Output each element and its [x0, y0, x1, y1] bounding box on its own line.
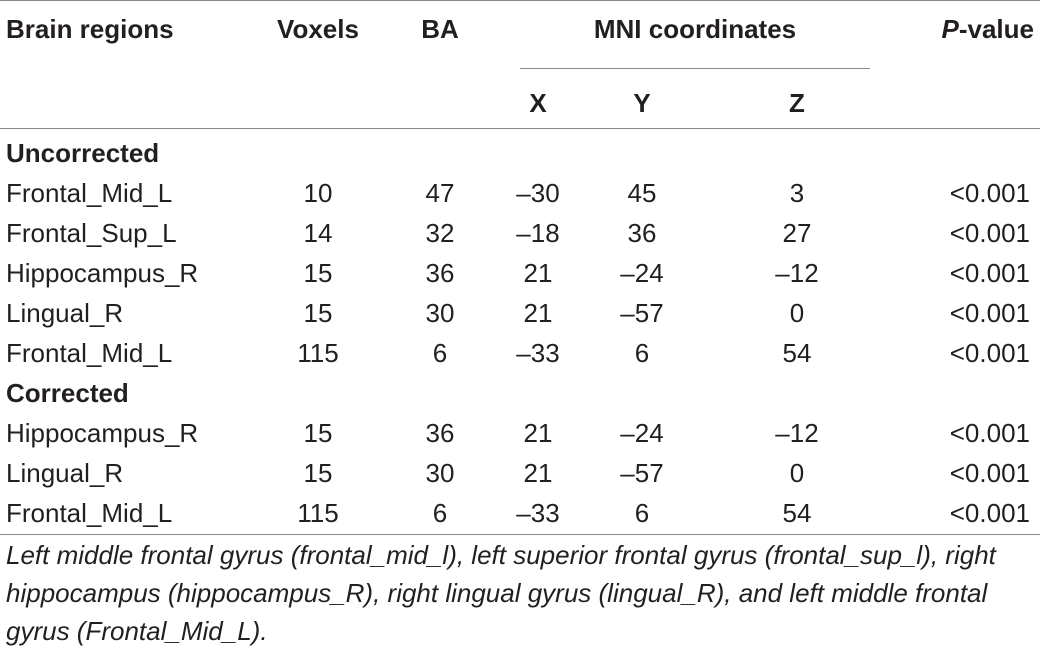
header-voxels: Voxels: [277, 14, 359, 44]
cell-ba: 30: [425, 298, 455, 328]
table-footnote: Left middle frontal gyrus (frontal_mid_l…: [6, 540, 996, 646]
cell-x: –33: [516, 498, 560, 528]
cell-p-value: <0.001: [949, 418, 1030, 448]
cell-ba: 6: [432, 498, 448, 528]
cell-region: Hippocampus_R: [6, 258, 199, 288]
section-title: Uncorrected: [6, 138, 160, 168]
cell-voxels: 10: [303, 178, 333, 208]
cell-region: Lingual_R: [6, 298, 124, 328]
cell-z: 54: [782, 338, 812, 368]
cell-voxels: 115: [297, 498, 339, 528]
cell-region: Lingual_R: [6, 458, 124, 488]
cell-x: –30: [516, 178, 560, 208]
cell-p-value: <0.001: [949, 218, 1030, 248]
cell-z: 0: [789, 298, 805, 328]
cell-ba: 47: [425, 178, 455, 208]
bottom-rule: [0, 534, 1040, 535]
cell-p-value: <0.001: [949, 498, 1030, 528]
mni-rule: [520, 68, 870, 69]
cell-region: Frontal_Sup_L: [6, 218, 177, 248]
cell-region: Frontal_Mid_L: [6, 498, 173, 528]
cell-voxels: 15: [303, 258, 333, 288]
cell-z: –12: [775, 258, 819, 288]
cell-voxels: 115: [297, 338, 339, 368]
header-brain-regions: Brain regions: [6, 14, 174, 44]
cell-z: 27: [782, 218, 812, 248]
cell-y: 6: [634, 338, 650, 368]
cell-z: –12: [775, 418, 819, 448]
header-p-italic: P: [941, 14, 959, 44]
cell-p-value: <0.001: [949, 338, 1030, 368]
cell-y: –57: [620, 298, 664, 328]
header-p-rest: -value: [958, 14, 1034, 44]
cell-ba: 36: [425, 258, 455, 288]
cell-region: Frontal_Mid_L: [6, 338, 173, 368]
cell-y: 45: [627, 178, 657, 208]
cell-p-value: <0.001: [949, 178, 1030, 208]
cell-voxels: 15: [303, 458, 333, 488]
cell-y: 36: [627, 218, 657, 248]
cell-z: 0: [789, 458, 805, 488]
cell-ba: 30: [425, 458, 455, 488]
section-title: Corrected: [6, 378, 129, 408]
cell-ba: 36: [425, 418, 455, 448]
header-p-value: P-value: [942, 14, 1035, 44]
cell-x: 21: [523, 258, 553, 288]
cell-p-value: <0.001: [949, 458, 1030, 488]
cell-p-value: <0.001: [949, 258, 1030, 288]
cell-region: Frontal_Mid_L: [6, 178, 173, 208]
cell-x: 21: [523, 418, 553, 448]
cell-y: 6: [634, 498, 650, 528]
cell-y: –24: [620, 258, 664, 288]
cell-region: Hippocampus_R: [6, 418, 199, 448]
cell-voxels: 15: [303, 298, 333, 328]
header-mni-coordinates: MNI coordinates: [593, 14, 797, 44]
top-rule: [0, 0, 1040, 1]
cell-x: –18: [516, 218, 560, 248]
cell-x: 21: [523, 458, 553, 488]
cell-voxels: 15: [303, 418, 333, 448]
cell-y: –24: [620, 418, 664, 448]
cell-z: 54: [782, 498, 812, 528]
cell-z: 3: [789, 178, 805, 208]
cell-p-value: <0.001: [949, 298, 1030, 328]
header-rule: [0, 128, 1040, 129]
cell-ba: 32: [425, 218, 455, 248]
header-y: Y: [633, 88, 651, 118]
header-ba: BA: [421, 14, 459, 44]
cell-x: –33: [516, 338, 560, 368]
cell-x: 21: [523, 298, 553, 328]
cell-y: –57: [620, 458, 664, 488]
header-x: X: [529, 88, 547, 118]
header-z: Z: [789, 88, 805, 118]
cell-ba: 6: [432, 338, 448, 368]
cell-voxels: 14: [303, 218, 333, 248]
